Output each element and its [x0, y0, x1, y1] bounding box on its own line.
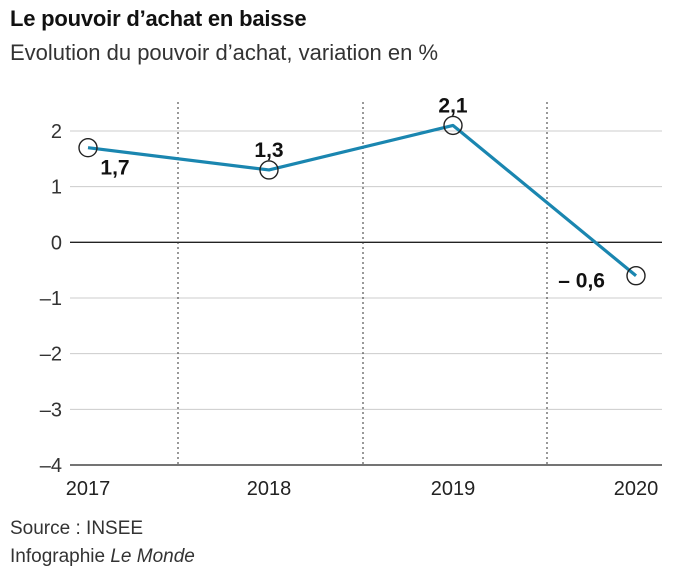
y-tick-label: 1 [51, 177, 62, 199]
y-axis: 2 1 0 –1 –2 –3 –4 [40, 121, 62, 477]
data-point [259, 160, 279, 180]
credit-note: Infographie Le Monde [10, 546, 195, 568]
line-chart: 2 1 0 –1 –2 –3 –4 2017 2018 2019 2020 1,7 1,3 2,1 – … [40, 94, 662, 500]
data-labels: 1,7 1,3 2,1 – 0,6 [100, 94, 605, 292]
y-tick-label: –3 [40, 399, 62, 421]
x-tick-label: 2019 [431, 478, 476, 500]
data-point [626, 266, 646, 286]
chart-title: Le pouvoir d’achat en baisse [10, 6, 307, 31]
credit-name: Le Monde [110, 546, 195, 567]
x-tick-label: 2017 [66, 478, 111, 500]
y-tick-label: –1 [40, 288, 62, 310]
y-tick-label: –2 [40, 344, 62, 366]
data-point [443, 115, 463, 136]
data-label: 1,7 [100, 157, 129, 180]
source-note: Source : INSEE [10, 518, 144, 539]
data-points [78, 115, 646, 286]
series-path [87, 123, 638, 277]
data-label: 2,1 [438, 94, 468, 117]
series-line [87, 123, 638, 277]
data-label: 1,3 [254, 139, 283, 162]
data-label: – 0,6 [558, 270, 605, 293]
credit-prefix: Infographie [10, 546, 111, 567]
y-tick-label: –4 [40, 455, 62, 477]
chart-subtitle: Evolution du pouvoir d’achat, variation … [10, 40, 439, 65]
y-tick-label: 2 [51, 121, 62, 143]
data-point [78, 137, 98, 158]
x-axis: 2017 2018 2019 2020 [66, 478, 659, 500]
y-tick-label: 0 [51, 232, 62, 254]
gridlines [70, 102, 662, 466]
x-tick-label: 2018 [247, 478, 292, 500]
x-tick-label: 2020 [614, 478, 659, 500]
